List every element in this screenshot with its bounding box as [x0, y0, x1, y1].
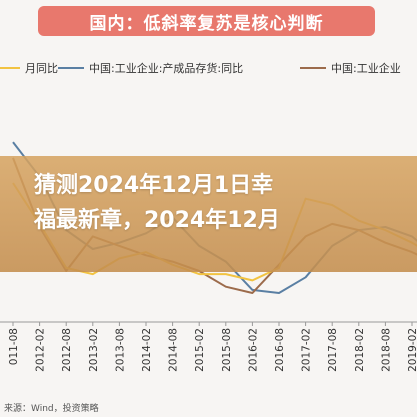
- x-tick-label: 2015-08: [221, 328, 233, 372]
- legend-label: 月同比: [25, 62, 58, 75]
- banner-title: 国内：低斜率复苏是核心判断: [89, 13, 324, 34]
- x-tick-label: 2018-02: [354, 328, 366, 372]
- legend-swatch: [300, 67, 326, 69]
- headline-line-1: 猜测2024年12月1日幸: [34, 173, 274, 198]
- legend-item-industrial: 中国:工业企业: [300, 60, 401, 76]
- x-tick-label: 2013-02: [88, 328, 100, 372]
- x-tick-label: 2017-02: [301, 328, 313, 372]
- x-tick-label: 2014-02: [141, 328, 153, 372]
- legend-item-inventory: 中国:工业企业:产成品存货:同比: [58, 60, 243, 76]
- x-tick-label: 2016-02: [247, 328, 259, 372]
- legend-swatch: [58, 67, 84, 69]
- chart-banner: 国内：低斜率复苏是核心判断: [38, 6, 375, 36]
- x-tick-label: 2017-08: [327, 328, 339, 372]
- legend-item-monthly: 月同比: [0, 60, 58, 76]
- headline: 猜测2024年12月1日幸 福最新章，2024年12月: [34, 168, 414, 238]
- legend-label: 中国:工业企业:产成品存货:同比: [89, 62, 244, 75]
- x-tick-label: 2019-02: [407, 328, 417, 372]
- headline-overlay: [0, 156, 417, 272]
- legend: 月同比 中国:工业企业:产成品存货:同比 中国:工业企业: [0, 60, 417, 78]
- x-tick-label: 2012-08: [61, 328, 73, 372]
- x-axis: 011-08 2012-02 2012-08 2013-02 2013-08 2014-0…: [0, 321, 417, 372]
- x-tick-label: 2014-08: [168, 328, 180, 372]
- source-footnote: 来源：Wind，投资策略: [4, 404, 99, 414]
- headline-line-2: 福最新章，2024年12月: [34, 208, 280, 233]
- x-tick-label: 2013-08: [114, 328, 126, 372]
- x-tick-label: 2015-02: [194, 328, 206, 372]
- x-tick-label: 2012-02: [35, 328, 47, 372]
- x-tick-label: 2018-08: [380, 328, 392, 372]
- legend-swatch: [0, 67, 20, 69]
- x-tick-label: 2016-08: [274, 328, 286, 372]
- legend-label: 中国:工业企业: [331, 62, 401, 75]
- x-tick-label: 011-08: [8, 328, 20, 365]
